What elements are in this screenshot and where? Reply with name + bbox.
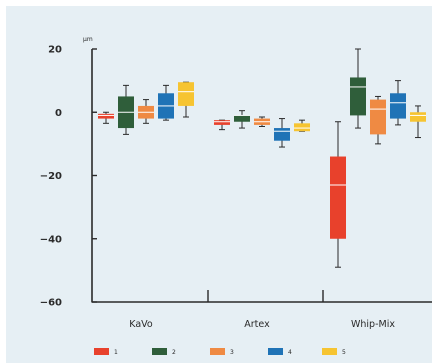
box-whipmix-series-5	[410, 105, 426, 139]
box-artex-series-1	[214, 119, 230, 131]
box-rect	[410, 112, 426, 122]
box-rect	[234, 115, 250, 122]
box-rect	[330, 156, 346, 239]
y-tick-label: −40	[40, 234, 62, 245]
axes: µm 20 0 −20 −40 −60 KaVo Artex Whip-Mix	[40, 36, 432, 330]
box-rect	[350, 77, 366, 116]
box-kavo-series-2	[118, 84, 134, 135]
box-kavo-series-3	[138, 99, 154, 124]
legend-swatch	[268, 348, 283, 355]
box-kavo-series-1	[98, 111, 114, 124]
box-rect	[370, 99, 386, 135]
legend-item-5: 5	[322, 348, 346, 356]
legend-item-1: 1	[94, 348, 118, 356]
box-rect	[294, 123, 310, 132]
x-category-label: Whip-Mix	[351, 319, 395, 330]
box-artex-series-3	[254, 116, 270, 127]
box-rect	[214, 120, 230, 125]
legend-swatch	[210, 348, 225, 355]
box-rect	[274, 128, 290, 141]
legend: 1 2 3 4 5	[94, 348, 346, 356]
x-category-label: KaVo	[129, 319, 153, 330]
legend-item-3: 3	[210, 348, 234, 356]
legend-label: 4	[288, 349, 292, 356]
box-whipmix-series-2	[350, 48, 366, 129]
y-tick-label: −20	[40, 171, 62, 182]
legend-label: 2	[172, 349, 176, 356]
box-rect	[178, 82, 194, 106]
y-tick-label: −60	[40, 298, 62, 309]
legend-swatch	[152, 348, 167, 355]
legend-item-4: 4	[268, 348, 292, 356]
y-tick-label: 20	[48, 45, 62, 56]
box-whipmix-series-1	[330, 121, 346, 268]
box-marks	[98, 48, 426, 268]
box-artex-series-2	[234, 110, 250, 129]
box-kavo-series-4	[158, 84, 174, 121]
x-category-label: Artex	[244, 319, 270, 330]
chart-background	[6, 6, 432, 363]
y-tick-label: 0	[55, 108, 62, 119]
box-whipmix-series-4	[390, 80, 406, 126]
box-rect	[390, 93, 406, 119]
y-axis-unit: µm	[83, 36, 93, 43]
legend-item-2: 2	[152, 348, 176, 356]
box-rect	[98, 113, 114, 119]
box-artex-series-4	[274, 118, 290, 148]
legend-swatch	[322, 348, 337, 355]
legend-label: 3	[230, 349, 234, 356]
box-whipmix-series-3	[370, 95, 386, 145]
legend-label: 1	[114, 349, 118, 356]
box-kavo-series-5	[178, 81, 194, 118]
legend-swatch	[94, 348, 109, 355]
box-artex-series-5	[294, 119, 310, 132]
legend-label: 5	[342, 349, 346, 356]
